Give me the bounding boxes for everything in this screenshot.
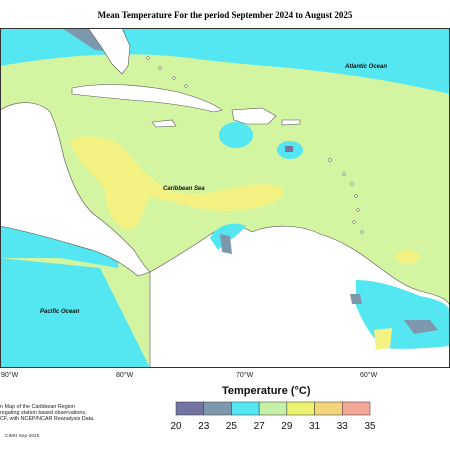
legend-swatch: [203, 401, 232, 416]
atlantic-ocean-label: Atlantic Ocean: [345, 64, 388, 70]
legend-swatch: [286, 401, 315, 416]
bahamas-island: [184, 84, 188, 88]
legend-title: Temperature (°C): [222, 385, 311, 397]
legend-swatch: [175, 401, 204, 416]
legend-tick-label: 35: [364, 421, 376, 432]
legend-tick-label: 27: [253, 421, 265, 432]
cuba-cool-spot: [219, 122, 253, 148]
temperature-map: [0, 28, 450, 368]
bahamas-island: [146, 56, 150, 60]
antilles-island: [352, 220, 356, 224]
note-line-3: CF, with NCEP/NCAR Reanalysis Data.: [0, 416, 95, 423]
antilles-island: [354, 194, 358, 198]
caribbean-hot-zone: [70, 136, 283, 230]
jamaica-land: [151, 119, 177, 128]
legend-tick-label: 31: [309, 421, 321, 432]
note-line-2: regating station based observations,: [0, 410, 87, 417]
legend-swatch: [258, 401, 288, 416]
legend-tick-label: 20: [170, 421, 182, 432]
orinoco-cold-spot: [350, 294, 362, 304]
maracaibo-cold-zone: [220, 234, 232, 254]
antilles-island: [360, 230, 364, 234]
florida-land: [87, 28, 131, 75]
legend-swatch: [314, 401, 343, 416]
legend-tick-label: 25: [225, 421, 237, 432]
bahamas-island: [158, 66, 162, 70]
hispaniola-land: [231, 107, 277, 125]
antilles-island: [342, 172, 346, 176]
lon-label-80w: 80°W: [116, 372, 134, 379]
legend-swatch: [231, 401, 260, 416]
antilles-island: [356, 208, 360, 212]
lon-label-60w: 60°W: [360, 372, 378, 379]
pacific-ocean-label: Pacific Ocean: [40, 309, 80, 315]
antilles-island: [350, 182, 354, 186]
legend-tick-label: 33: [336, 421, 348, 432]
lon-label-90w: 90°W: [1, 372, 19, 379]
puerto-rico-cold-spot: [285, 146, 293, 152]
legend-swatch: [342, 401, 371, 416]
cuba-land: [71, 84, 223, 113]
map-notes: n Map of the Caribbean Region regating s…: [0, 404, 95, 423]
credit-text: CIMH Sep-2025: [5, 434, 40, 439]
legend-tick-label: 23: [198, 421, 210, 432]
note-line-1: n Map of the Caribbean Region: [0, 404, 75, 410]
antilles-island: [328, 158, 332, 162]
caribbean-sea-label: Caribbean Sea: [163, 186, 205, 192]
bahamas-island: [172, 76, 176, 80]
legend-tick-label: 29: [281, 421, 293, 432]
map-title: Mean Temperature For the period Septembe…: [97, 10, 353, 20]
central-america-land: [0, 102, 151, 277]
venezuela-hot-spot: [396, 250, 420, 264]
lon-label-70w: 70°W: [236, 372, 254, 379]
guianas-cold-spot: [404, 320, 438, 334]
puerto-rico-land: [281, 119, 301, 126]
amazon-warm-zone: [374, 328, 392, 350]
